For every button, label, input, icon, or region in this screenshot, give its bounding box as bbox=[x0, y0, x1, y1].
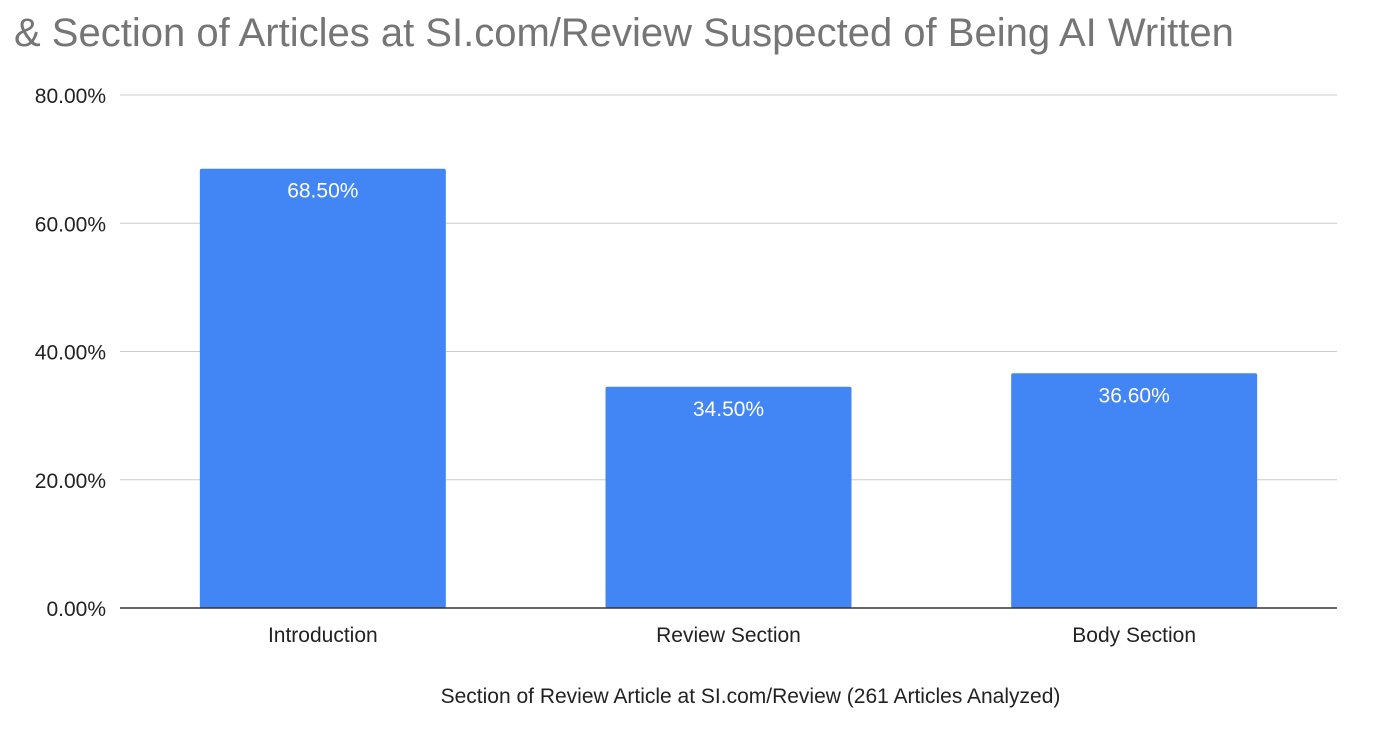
bar-value-label: 34.50% bbox=[693, 398, 764, 421]
chart-title: & Section of Articles at SI.com/Review S… bbox=[14, 11, 1234, 55]
x-category-label: Introduction bbox=[268, 624, 378, 647]
bar-value-label: 68.50% bbox=[287, 180, 358, 203]
bar bbox=[605, 386, 852, 608]
y-tick-label: 40.00% bbox=[35, 342, 106, 365]
bars bbox=[199, 168, 1258, 608]
bar bbox=[199, 168, 446, 608]
y-tick-label: 0.00% bbox=[46, 598, 106, 621]
y-axis-tick-labels: 0.00% 20.00% 40.00% 60.00% 80.00% bbox=[35, 85, 106, 621]
x-axis-title: Section of Review Article at SI.com/Revi… bbox=[441, 685, 1061, 708]
bar-value-label: 36.60% bbox=[1099, 384, 1170, 407]
x-category-label: Review Section bbox=[656, 624, 801, 647]
y-tick-label: 60.00% bbox=[35, 213, 106, 236]
y-tick-label: 80.00% bbox=[35, 85, 106, 108]
x-axis-category-labels: Introduction Review Section Body Section bbox=[268, 624, 1196, 647]
bar bbox=[1011, 373, 1258, 608]
x-category-label: Body Section bbox=[1072, 624, 1196, 647]
data-labels: 68.50% 34.50% 36.60% bbox=[287, 180, 1170, 421]
y-tick-label: 20.00% bbox=[35, 470, 106, 493]
